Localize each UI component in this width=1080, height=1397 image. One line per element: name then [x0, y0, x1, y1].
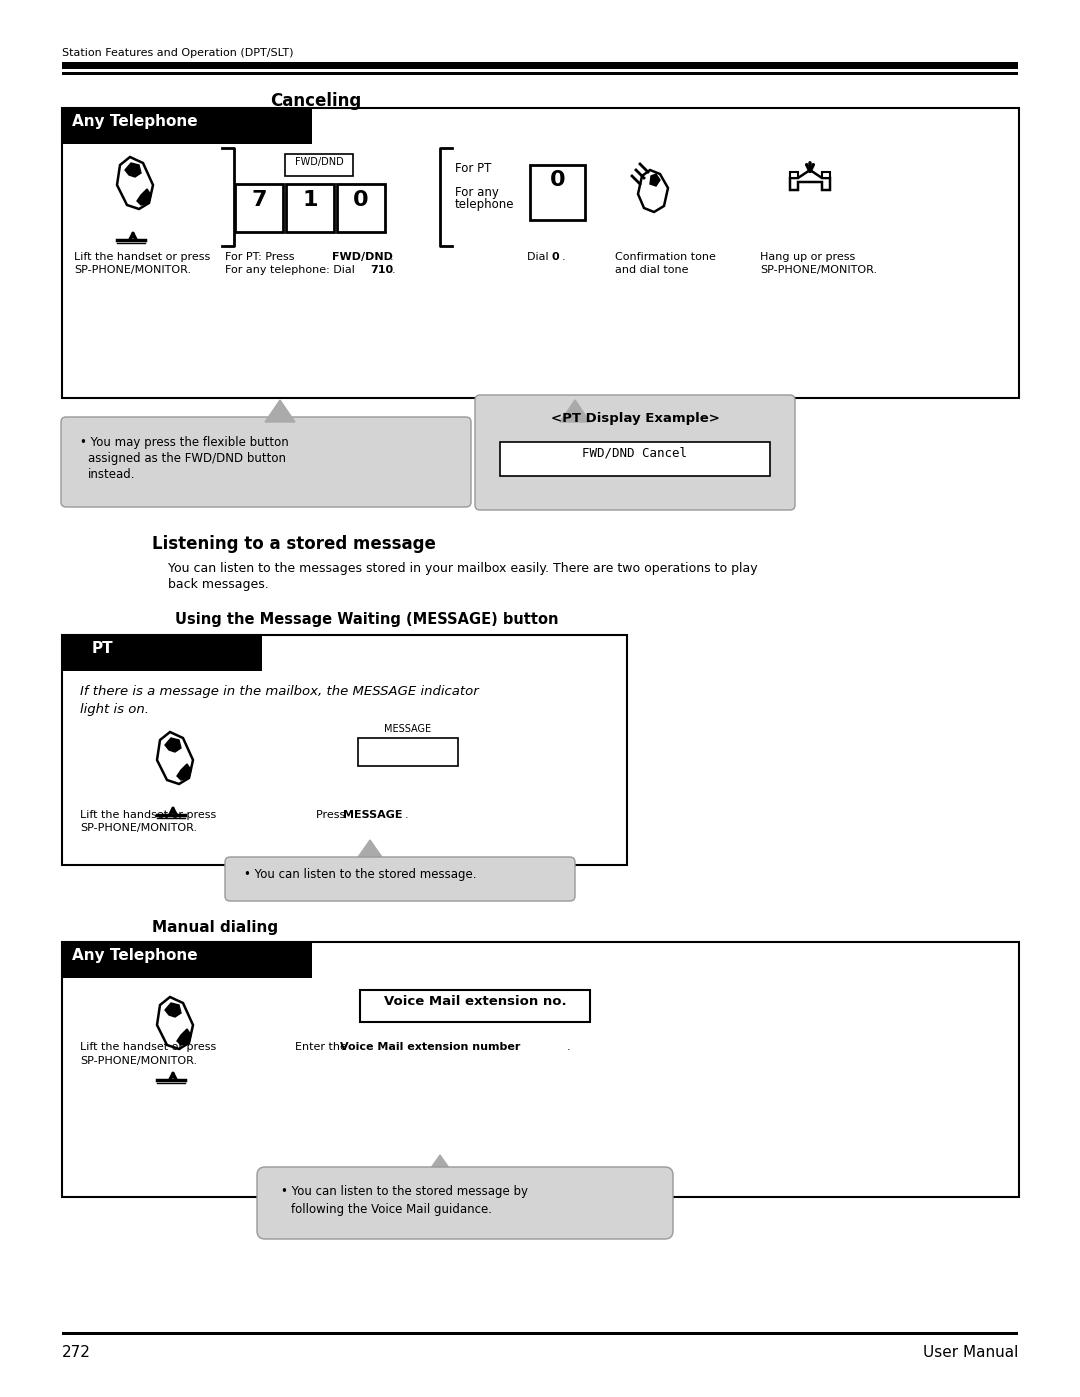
FancyBboxPatch shape [257, 1166, 673, 1239]
Text: .: . [390, 251, 393, 263]
Text: Press: Press [316, 810, 349, 820]
Text: Manual dialing: Manual dialing [152, 921, 279, 935]
Polygon shape [789, 172, 798, 177]
Polygon shape [822, 172, 831, 177]
Polygon shape [165, 738, 181, 752]
Text: Using the Message Waiting (MESSAGE) button: Using the Message Waiting (MESSAGE) butt… [175, 612, 558, 627]
Polygon shape [265, 400, 295, 422]
Text: • You can listen to the stored message by: • You can listen to the stored message b… [281, 1185, 528, 1199]
Text: If there is a message in the mailbox, the MESSAGE indicator: If there is a message in the mailbox, th… [80, 685, 478, 698]
Text: For any telephone: Dial: For any telephone: Dial [225, 265, 359, 275]
Bar [286, 184, 334, 232]
Text: For any: For any [455, 186, 499, 198]
Text: back messages.: back messages. [168, 578, 269, 591]
Text: PT: PT [91, 641, 112, 657]
Text: For PT: For PT [455, 162, 491, 175]
Text: 272: 272 [62, 1345, 91, 1361]
Bar [62, 942, 1020, 1197]
Bar [285, 154, 353, 176]
Text: FWD/DND: FWD/DND [332, 251, 393, 263]
Text: Voice Mail extension number: Voice Mail extension number [340, 1042, 521, 1052]
Text: Lift the handset or press: Lift the handset or press [75, 251, 211, 263]
Bar [62, 1331, 1018, 1336]
Text: telephone: telephone [455, 198, 514, 211]
Text: 0: 0 [353, 190, 368, 210]
Text: SP-PHONE/MONITOR.: SP-PHONE/MONITOR. [760, 265, 877, 275]
Text: light is on.: light is on. [80, 703, 149, 717]
FancyBboxPatch shape [475, 395, 795, 510]
Text: <PT Display Example>: <PT Display Example> [551, 412, 719, 425]
Text: 0: 0 [552, 251, 559, 263]
Bar [62, 61, 1018, 68]
Text: MESSAGE: MESSAGE [343, 810, 403, 820]
Text: and dial tone: and dial tone [615, 265, 689, 275]
Text: Confirmation tone: Confirmation tone [615, 251, 716, 263]
Bar [357, 738, 458, 766]
Text: SP-PHONE/MONITOR.: SP-PHONE/MONITOR. [75, 265, 191, 275]
Text: Voice Mail extension no.: Voice Mail extension no. [383, 995, 566, 1009]
Text: Station Features and Operation (DPT/SLT): Station Features and Operation (DPT/SLT) [62, 47, 294, 59]
Text: Listening to a stored message: Listening to a stored message [152, 535, 436, 553]
Text: FWD/DND: FWD/DND [295, 156, 343, 168]
Bar [62, 73, 1018, 75]
Bar [62, 108, 1020, 398]
Polygon shape [177, 1030, 191, 1045]
Polygon shape [561, 400, 590, 422]
Text: FWD/DND Cancel: FWD/DND Cancel [582, 447, 688, 460]
Text: .: . [567, 1042, 570, 1052]
FancyBboxPatch shape [225, 856, 575, 901]
Polygon shape [650, 175, 660, 186]
Text: MESSAGE: MESSAGE [384, 724, 432, 733]
Text: For PT: Press: For PT: Press [225, 251, 298, 263]
Polygon shape [165, 1003, 181, 1017]
Text: Canceling: Canceling [270, 92, 361, 110]
Text: assigned as the FWD/DND button: assigned as the FWD/DND button [87, 453, 286, 465]
Text: 710: 710 [370, 265, 393, 275]
Text: Hang up or press: Hang up or press [760, 251, 855, 263]
Bar [235, 184, 283, 232]
Polygon shape [177, 764, 191, 780]
Text: SP-PHONE/MONITOR.: SP-PHONE/MONITOR. [80, 823, 198, 833]
Text: User Manual: User Manual [922, 1345, 1018, 1361]
Bar [62, 108, 312, 144]
Text: Enter the: Enter the [295, 1042, 350, 1052]
Text: You can listen to the messages stored in your mailbox easily. There are two oper: You can listen to the messages stored in… [168, 562, 758, 576]
Text: • You can listen to the stored message.: • You can listen to the stored message. [244, 868, 476, 882]
Bar [500, 441, 770, 476]
Polygon shape [356, 840, 384, 861]
Text: 7: 7 [252, 190, 267, 210]
Text: Dial: Dial [527, 251, 552, 263]
Text: Lift the handset or press: Lift the handset or press [80, 1042, 216, 1052]
Bar [62, 636, 262, 671]
Bar [360, 990, 590, 1023]
Text: SP-PHONE/MONITOR.: SP-PHONE/MONITOR. [80, 1056, 198, 1066]
Bar [530, 165, 585, 219]
Text: .: . [405, 810, 408, 820]
Polygon shape [426, 1155, 454, 1175]
Text: 1: 1 [302, 190, 318, 210]
Text: following the Voice Mail guidance.: following the Voice Mail guidance. [291, 1203, 492, 1215]
FancyBboxPatch shape [60, 416, 471, 507]
Text: Any Telephone: Any Telephone [72, 115, 198, 129]
Text: • You may press the flexible button: • You may press the flexible button [80, 436, 288, 448]
Text: instead.: instead. [87, 468, 135, 481]
Bar [62, 636, 627, 865]
Text: .: . [392, 265, 395, 275]
Text: Any Telephone: Any Telephone [72, 949, 198, 963]
Bar [337, 184, 384, 232]
Polygon shape [137, 189, 151, 205]
Polygon shape [125, 163, 141, 177]
Text: .: . [562, 251, 566, 263]
Text: Lift the handset or press: Lift the handset or press [80, 810, 216, 820]
Text: 0: 0 [550, 170, 565, 190]
Bar [62, 942, 312, 978]
